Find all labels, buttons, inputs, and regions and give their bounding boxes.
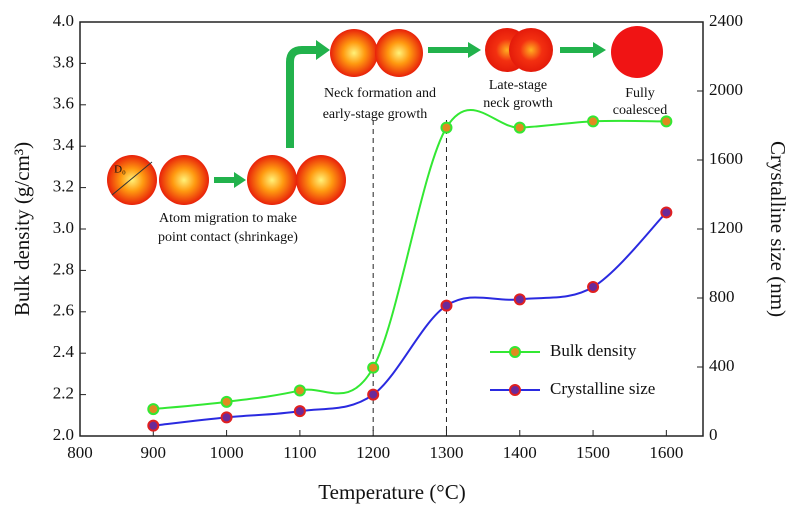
y2-tick-label: 400 (709, 356, 735, 375)
annotation: Late-stage (489, 78, 547, 93)
data-point (222, 412, 232, 422)
x-tick-label: 1400 (503, 443, 537, 462)
x-tick-label: 1300 (429, 443, 463, 462)
data-point (588, 282, 598, 292)
series-line (153, 110, 666, 409)
x-tick-label: 1600 (649, 443, 683, 462)
legend-marker (510, 347, 520, 357)
data-point (661, 116, 671, 126)
y-tick-label: 3.6 (53, 94, 74, 113)
data-point (148, 421, 158, 431)
data-point (588, 116, 598, 126)
y2-tick-label: 0 (709, 425, 718, 444)
data-point (515, 123, 525, 133)
y-tick-label: 3.0 (53, 218, 74, 237)
data-point (661, 207, 671, 217)
x-tick-label: 1500 (576, 443, 610, 462)
data-point (295, 385, 305, 395)
annotation: coalesced (613, 103, 667, 118)
annotation: Fully (625, 86, 655, 101)
data-point (368, 363, 378, 373)
x-tick-label: 800 (67, 443, 93, 462)
annotation: Atom migration to make (159, 211, 297, 226)
data-point (368, 390, 378, 400)
data-point (222, 397, 232, 407)
data-point (441, 123, 451, 133)
y-axis-label: Bulk density (g/cm³) (10, 142, 34, 316)
y-tick-label: 3.2 (53, 177, 74, 196)
annotation: early-stage growth (323, 107, 428, 122)
annotation: Neck formation and (324, 86, 436, 101)
x-tick-label: 1000 (210, 443, 244, 462)
y2-tick-label: 800 (709, 287, 735, 306)
y-tick-label: 3.8 (53, 52, 74, 71)
data-point (148, 404, 158, 414)
y2-tick-label: 2000 (709, 80, 743, 99)
legend-label: Crystalline size (550, 379, 655, 398)
x-tick-label: 1200 (356, 443, 390, 462)
x-tick-label: 1100 (283, 443, 316, 462)
x-axis-label: Temperature (°C) (318, 480, 465, 504)
y2-axis-label: Crystalline size (nm) (766, 141, 790, 317)
y2-tick-label: 1200 (709, 218, 743, 237)
annotation: point contact (shrinkage) (158, 230, 298, 245)
y-tick-label: 2.4 (53, 342, 75, 361)
chart: Neck formation and early-stage growth La… (0, 0, 794, 509)
annotation: D₀ (114, 164, 126, 176)
y-tick-label: 2.8 (53, 259, 74, 278)
y-tick-label: 3.4 (53, 135, 75, 154)
y-tick-label: 2.6 (53, 301, 74, 320)
data-point (295, 406, 305, 416)
y2-tick-label: 1600 (709, 149, 743, 168)
x-tick-label: 900 (141, 443, 167, 462)
y-tick-label: 2.2 (53, 384, 74, 403)
y-tick-label: 2.0 (53, 425, 74, 444)
annotation: neck growth (483, 96, 553, 111)
legend-marker (510, 385, 520, 395)
data-point (441, 301, 451, 311)
y-tick-label: 4.0 (53, 11, 74, 30)
y2-tick-label: 2400 (709, 11, 743, 30)
legend-label: Bulk density (550, 341, 637, 360)
data-point (515, 294, 525, 304)
